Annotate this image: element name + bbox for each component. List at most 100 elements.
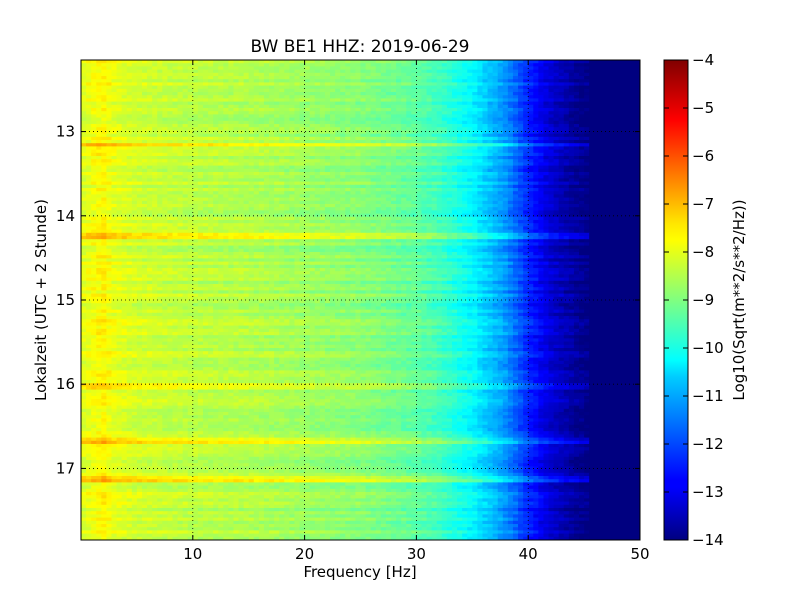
heatmap-cell	[187, 168, 194, 173]
heatmap-cell	[518, 172, 524, 176]
heatmap-cell	[248, 194, 255, 199]
heatmap-cell	[360, 66, 367, 71]
heatmap-cell	[497, 114, 504, 119]
heatmap-cell	[396, 79, 402, 83]
heatmap-cell	[309, 130, 316, 135]
heatmap-cell	[614, 92, 621, 96]
heatmap-cell	[512, 130, 519, 135]
heatmap-cell	[548, 140, 555, 144]
heatmap-cell	[380, 159, 387, 163]
heatmap-cell	[380, 197, 387, 202]
heatmap-cell	[462, 136, 468, 141]
heatmap-cell	[619, 136, 626, 141]
heatmap-cell	[177, 133, 184, 138]
heatmap-cell	[152, 159, 158, 163]
heatmap-cell	[375, 136, 382, 141]
heatmap-cell	[96, 181, 102, 186]
heatmap-cell	[619, 197, 626, 202]
heatmap-cell	[528, 191, 534, 195]
heatmap-cell	[345, 63, 351, 67]
heatmap-cell	[141, 101, 148, 106]
heatmap-cell	[451, 133, 458, 138]
heatmap-cell	[599, 101, 606, 106]
heatmap-cell	[258, 140, 265, 144]
heatmap-cell	[548, 162, 555, 167]
heatmap-cell	[360, 197, 367, 202]
heatmap-cell	[594, 101, 600, 106]
heatmap-cell	[324, 133, 331, 138]
heatmap-cell	[462, 168, 468, 173]
heatmap-cell	[208, 79, 214, 83]
heatmap-cell	[528, 88, 534, 93]
heatmap-cell	[375, 168, 382, 173]
heatmap-cell	[269, 76, 275, 80]
heatmap-cell	[116, 85, 123, 90]
heatmap-cell	[269, 156, 275, 160]
heatmap-cell	[228, 204, 235, 208]
heatmap-cell	[594, 66, 600, 71]
heatmap-cell	[441, 69, 448, 74]
heatmap-cell	[528, 159, 534, 163]
heatmap-cell	[238, 79, 245, 83]
heatmap-cell	[416, 92, 423, 96]
heatmap-cell	[619, 88, 626, 93]
heatmap-cell	[629, 82, 636, 87]
heatmap-cell	[243, 120, 250, 125]
heatmap-cell	[543, 85, 550, 90]
heatmap-cell	[340, 188, 346, 192]
heatmap-cell	[304, 168, 311, 173]
heatmap-cell	[182, 92, 189, 96]
heatmap-cell	[380, 191, 387, 195]
heatmap-cell	[152, 162, 158, 167]
heatmap-cell	[116, 181, 123, 186]
heatmap-cell	[218, 204, 224, 208]
heatmap-cell	[492, 124, 499, 128]
heatmap-cell	[258, 181, 265, 186]
heatmap-cell	[563, 66, 570, 71]
heatmap-cell	[614, 130, 621, 135]
heatmap-cell	[553, 66, 560, 71]
heatmap-cell	[411, 101, 417, 106]
heatmap-cell	[197, 152, 204, 157]
heatmap-cell	[624, 104, 631, 109]
heatmap-cell	[467, 66, 473, 71]
heatmap-cell	[411, 184, 417, 189]
heatmap-cell	[101, 111, 108, 115]
heatmap-cell	[599, 143, 606, 147]
heatmap-cell	[299, 85, 306, 90]
heatmap-cell	[309, 95, 316, 99]
heatmap-cell	[441, 92, 448, 96]
heatmap-cell	[192, 172, 199, 176]
heatmap-cell	[263, 162, 270, 167]
heatmap-cell	[390, 156, 397, 160]
heatmap-cell	[208, 146, 214, 151]
heatmap-cell	[451, 168, 458, 173]
heatmap-cell	[274, 146, 280, 151]
heatmap-cell	[330, 146, 336, 151]
heatmap-cell	[248, 184, 255, 189]
heatmap-cell	[553, 197, 560, 202]
heatmap-cell	[599, 104, 606, 109]
heatmap-cell	[233, 175, 240, 179]
heatmap-cell	[243, 165, 250, 170]
heatmap-cell	[304, 111, 311, 115]
heatmap-cell	[599, 162, 606, 167]
heatmap-cell	[330, 88, 336, 93]
heatmap-cell	[294, 178, 301, 183]
heatmap-cell	[289, 204, 296, 208]
heatmap-cell	[284, 130, 290, 135]
heatmap-cell	[289, 76, 296, 80]
heatmap-cell	[579, 92, 585, 96]
heatmap-cell	[314, 184, 321, 189]
heatmap-cell	[609, 175, 616, 179]
heatmap-cell	[228, 104, 235, 109]
heatmap-cell	[548, 175, 555, 179]
heatmap-cell	[126, 101, 133, 106]
heatmap-cell	[274, 114, 280, 119]
heatmap-cell	[411, 76, 417, 80]
heatmap-cell	[609, 178, 616, 183]
heatmap-cell	[416, 143, 423, 147]
heatmap-cell	[533, 152, 539, 157]
heatmap-cell	[568, 152, 575, 157]
heatmap-cell	[319, 69, 326, 74]
